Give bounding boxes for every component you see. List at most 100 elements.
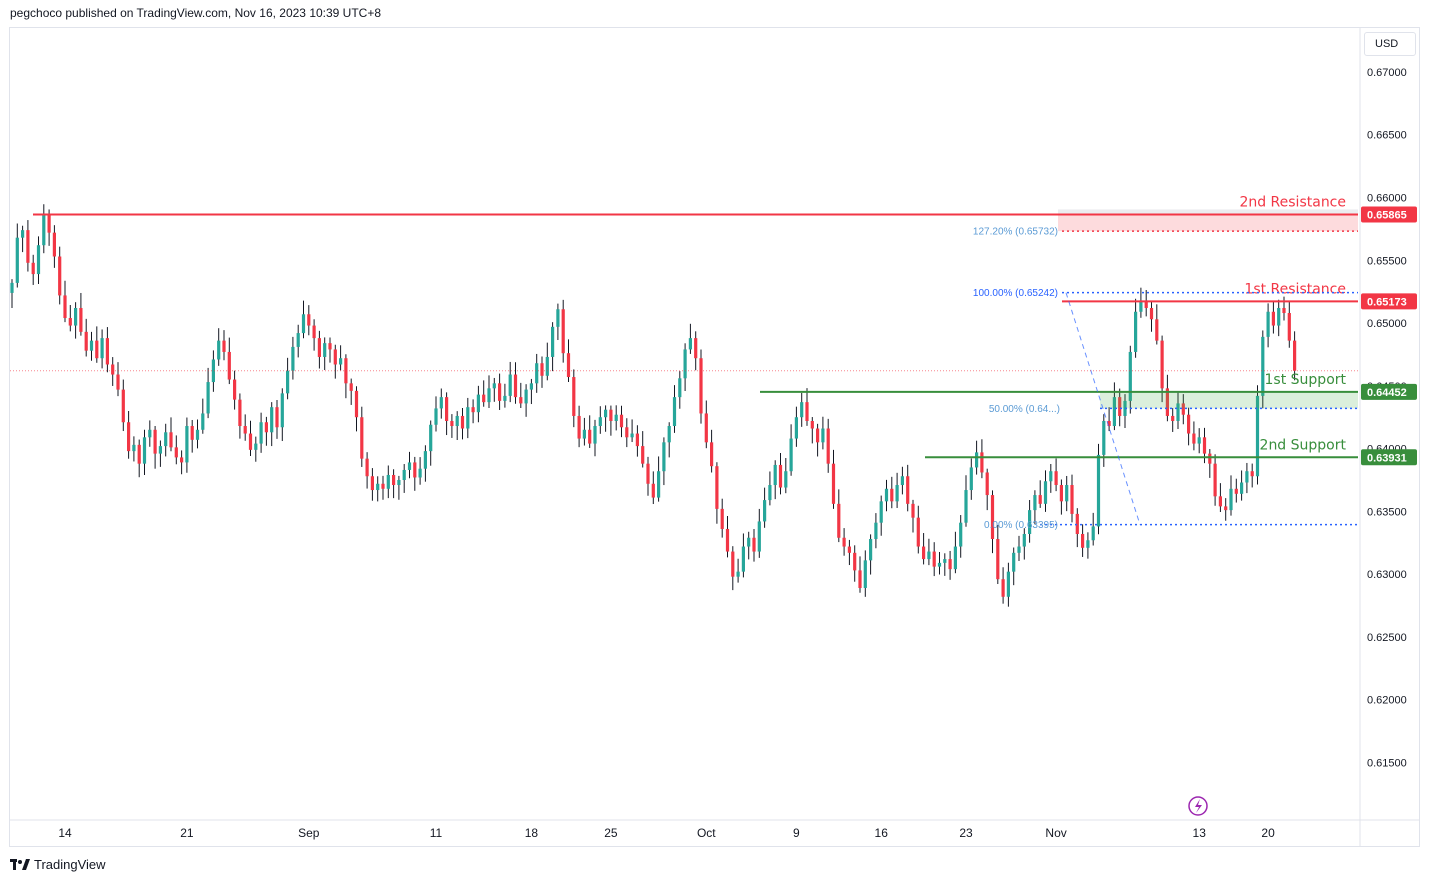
candle — [1043, 470, 1048, 512]
candle-body — [630, 433, 634, 438]
currency-button[interactable]: USD — [1364, 32, 1416, 56]
candle — [529, 378, 533, 405]
candle — [635, 425, 639, 457]
candle-body — [694, 338, 698, 359]
candle — [402, 464, 406, 493]
candle-body — [328, 343, 332, 350]
candle — [508, 361, 512, 403]
candle-body — [312, 325, 316, 339]
candle — [10, 279, 14, 308]
candle — [365, 452, 369, 489]
candle — [445, 392, 449, 436]
candle — [418, 457, 422, 485]
candle-body — [121, 389, 125, 423]
candle — [1059, 479, 1063, 515]
candle — [752, 529, 756, 562]
candle-body — [1234, 488, 1238, 494]
candle-body — [816, 428, 820, 443]
candle-body — [863, 560, 867, 588]
candle-body — [142, 437, 147, 464]
candle — [800, 392, 804, 427]
candle-body — [74, 307, 78, 326]
candle — [699, 349, 703, 424]
candle-body — [455, 415, 459, 427]
candle — [1022, 528, 1026, 560]
candle — [667, 422, 671, 458]
candle — [757, 508, 761, 558]
price-tick-label: 0.65500 — [1367, 255, 1407, 267]
candle-body — [810, 420, 814, 429]
candle — [884, 479, 889, 512]
candle — [466, 397, 470, 439]
candle — [810, 417, 814, 444]
candle-body — [513, 374, 518, 398]
candle-body — [1192, 433, 1196, 444]
time-tick-label: 20 — [1261, 826, 1275, 840]
candle-body — [291, 346, 295, 371]
candle-body — [95, 340, 99, 359]
candle — [397, 475, 401, 500]
candle-body — [556, 309, 560, 327]
candle-body — [185, 426, 189, 463]
candle — [513, 362, 518, 404]
candle — [842, 528, 846, 556]
time-tick-label: 14 — [58, 826, 72, 840]
candle-body — [386, 474, 390, 489]
candle-body — [1202, 437, 1207, 454]
candle — [211, 350, 215, 392]
candle — [943, 553, 947, 576]
candle — [349, 378, 353, 405]
candle-body — [248, 433, 253, 450]
candle — [217, 328, 221, 366]
candle — [1054, 458, 1058, 492]
brand-footer[interactable]: TradingView — [10, 857, 106, 872]
candle-body — [1112, 397, 1116, 427]
candle-body — [1208, 453, 1212, 464]
candle-body — [879, 501, 883, 523]
candle — [1261, 330, 1265, 409]
candle — [614, 405, 618, 431]
candle — [1282, 296, 1286, 321]
candle — [1229, 475, 1233, 516]
candle-body — [757, 521, 761, 552]
candle — [370, 468, 374, 501]
candle-body — [763, 500, 767, 522]
candle-body — [826, 428, 830, 464]
candle-body — [381, 483, 385, 489]
candle-body — [402, 469, 406, 480]
candle-body — [508, 374, 512, 396]
chart-frame[interactable] — [9, 27, 1420, 847]
candle — [572, 369, 576, 428]
candle — [450, 414, 454, 438]
candle-body — [376, 483, 380, 491]
candle-body — [688, 338, 692, 350]
candle-body — [286, 370, 290, 394]
candle-body — [354, 390, 359, 418]
candle-body — [704, 413, 708, 443]
candle — [704, 400, 708, 449]
lightning-icon[interactable] — [1188, 796, 1208, 816]
candle — [270, 402, 274, 447]
candle-body — [604, 409, 608, 418]
candle-body — [1081, 533, 1085, 548]
price-tag — [1361, 383, 1417, 400]
candle — [407, 451, 412, 479]
candle-body — [551, 326, 555, 357]
candle-body — [116, 374, 120, 390]
candle-body — [1160, 340, 1164, 389]
candle-body — [667, 426, 671, 443]
time-tick-label: 21 — [180, 826, 194, 840]
candle — [1234, 478, 1238, 503]
candle — [879, 495, 883, 536]
candle — [1102, 414, 1106, 467]
price-tick-label: 0.63500 — [1367, 506, 1407, 518]
candle — [460, 407, 465, 440]
candle-body — [1250, 471, 1254, 477]
candle-body — [524, 389, 528, 404]
candle-body — [259, 422, 263, 444]
candle-body — [741, 546, 745, 572]
time-tick-label: Oct — [697, 826, 716, 840]
candle-body — [720, 508, 724, 529]
price-axis: 0.670000.665000.660000.655000.650000.645… — [1367, 67, 1407, 770]
